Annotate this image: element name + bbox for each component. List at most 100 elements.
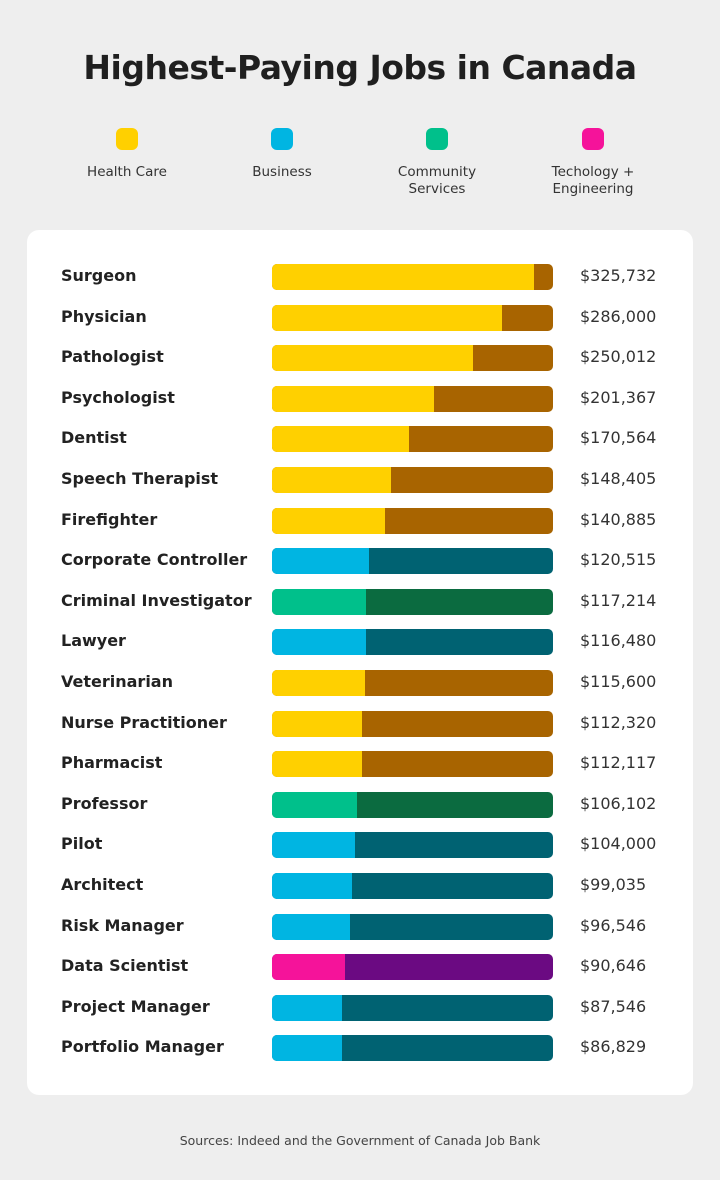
- bar-row: Lawyer $116,480: [27, 629, 693, 656]
- bar-row: Data Scientist $90,646: [27, 954, 693, 981]
- value-label: $117,214: [580, 590, 657, 610]
- bar-track: [272, 264, 553, 290]
- value-label: $250,012: [580, 347, 657, 367]
- bar: [272, 994, 343, 1021]
- value-label: $140,885: [580, 509, 657, 529]
- bar-track: [272, 507, 553, 534]
- value-label: $325,732: [580, 266, 657, 285]
- bar: [272, 670, 365, 696]
- bar: [272, 304, 502, 331]
- bar-track: [272, 467, 553, 493]
- value-label: $86,829: [580, 1037, 647, 1057]
- bar-row: Veterinarian $115,600: [27, 670, 693, 696]
- bar: [272, 791, 358, 818]
- value-label: $99,035: [580, 875, 647, 894]
- bar-row: Surgeon $325,732: [27, 264, 693, 290]
- bar-row: Risk Manager $96,546: [27, 913, 693, 940]
- bar-row: Pathologist $250,012: [27, 345, 693, 372]
- job-label: Risk Manager: [61, 915, 184, 935]
- chart-card: Surgeon $325,732 Physician $286,000 Patholog…: [27, 230, 693, 1095]
- bar-track: [272, 670, 553, 696]
- bar: [272, 507, 386, 534]
- bar-row: Pilot $104,000: [27, 832, 693, 859]
- bar: [272, 467, 392, 493]
- bar-track: [272, 913, 553, 940]
- bar-row: Dentist $170,564: [27, 426, 693, 453]
- bar-row: Architect $99,035: [27, 873, 693, 899]
- bar-track: [272, 873, 553, 899]
- bar-track: [272, 629, 553, 656]
- value-label: $96,546: [580, 915, 647, 935]
- value-label: $116,480: [580, 631, 657, 651]
- job-label: Project Manager: [61, 996, 210, 1016]
- bar-row: Nurse Practitioner $112,320: [27, 710, 693, 737]
- value-label: $106,102: [580, 793, 657, 813]
- bar-track: [272, 548, 553, 575]
- job-label: Speech Therapist: [61, 469, 219, 488]
- bar: [272, 264, 534, 290]
- bar: [272, 710, 363, 737]
- legend-label: Community Services: [397, 164, 477, 197]
- bar-track: [272, 304, 553, 331]
- bar: [272, 588, 367, 615]
- bar-row: Criminal Investigator $117,214: [27, 588, 693, 615]
- bar-row: Project Manager $87,546: [27, 994, 693, 1021]
- job-label: Architect: [61, 875, 144, 894]
- bar-track: [272, 791, 553, 818]
- bar-track: [272, 385, 553, 412]
- bar: [272, 629, 366, 656]
- legend-item-business: Business: [202, 128, 362, 181]
- bar: [272, 913, 350, 940]
- legend-swatch: [426, 128, 448, 150]
- bar: [272, 385, 434, 412]
- bar: [272, 345, 473, 372]
- bar: [272, 1035, 342, 1062]
- bar: [272, 548, 369, 575]
- bar-row: Speech Therapist $148,405: [27, 467, 693, 493]
- bar-row: Portfolio Manager $86,829: [27, 1035, 693, 1062]
- value-label: $112,320: [580, 712, 657, 732]
- legend-swatch: [116, 128, 138, 150]
- job-label: Surgeon: [61, 266, 137, 285]
- bar-track: [272, 345, 553, 372]
- bar-track: [272, 588, 553, 615]
- legend-item-technology-engineering: Techology + Engineering: [513, 128, 673, 198]
- job-label: Criminal Investigator: [61, 590, 252, 610]
- source-note: Sources: Indeed and the Government of Ca…: [179, 1133, 541, 1148]
- job-label: Data Scientist: [61, 956, 189, 976]
- bar-track: [272, 1035, 553, 1062]
- value-label: $104,000: [580, 834, 657, 854]
- bar-row: Pharmacist $112,117: [27, 751, 693, 778]
- chart-title: Highest-Paying Jobs in Canada: [83, 48, 637, 87]
- bar-track: [272, 751, 553, 778]
- job-label: Pilot: [61, 834, 103, 854]
- job-label: Portfolio Manager: [61, 1037, 224, 1057]
- bar: [272, 873, 352, 899]
- bar: [272, 954, 345, 981]
- value-label: $87,546: [580, 996, 647, 1016]
- legend-label: Health Care: [87, 164, 167, 180]
- bar-row: Physician $286,000: [27, 304, 693, 331]
- job-label: Nurse Practitioner: [61, 712, 227, 732]
- legend-swatch: [271, 128, 293, 150]
- legend-swatch: [582, 128, 604, 150]
- bar-row: Firefighter $140,885: [27, 507, 693, 534]
- job-label: Firefighter: [61, 509, 158, 529]
- value-label: $112,117: [580, 753, 657, 773]
- job-label: Professor: [61, 793, 148, 813]
- bar-track: [272, 994, 553, 1021]
- bar-row: Corporate Controller $120,515: [27, 548, 693, 575]
- bar-track: [272, 710, 553, 737]
- value-label: $115,600: [580, 672, 657, 691]
- job-label: Veterinarian: [61, 672, 173, 691]
- legend-item-community-services: Community Services: [357, 128, 517, 198]
- job-label: Lawyer: [61, 631, 126, 651]
- value-label: $120,515: [580, 550, 657, 570]
- value-label: $90,646: [580, 956, 647, 976]
- bar-track: [272, 832, 553, 859]
- job-label: Pathologist: [61, 347, 164, 367]
- legend-label: Business: [252, 164, 312, 180]
- bar: [272, 751, 362, 778]
- bar-row: Professor $106,102: [27, 791, 693, 818]
- job-label: Corporate Controller: [61, 550, 248, 570]
